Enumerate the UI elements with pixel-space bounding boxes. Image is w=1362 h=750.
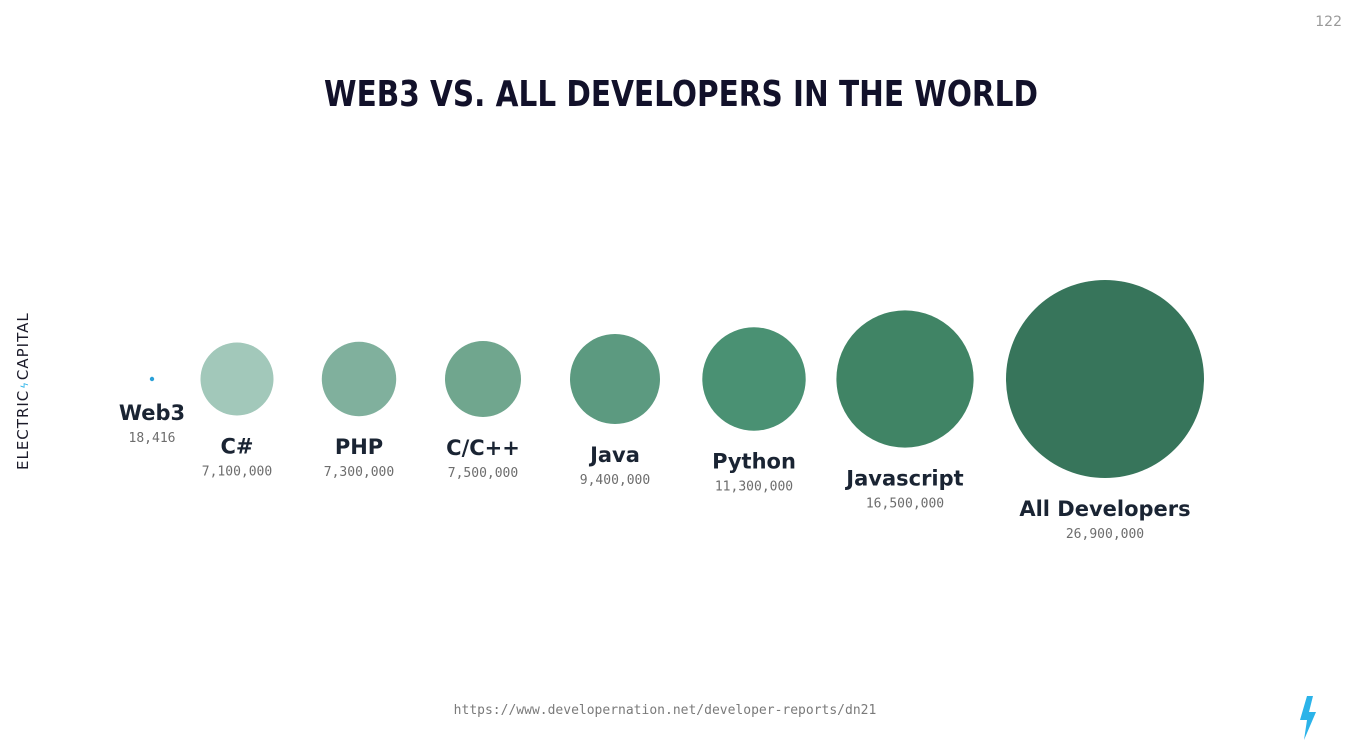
label-c: C# <box>220 434 253 458</box>
label-c-c: C/C++ <box>446 436 520 460</box>
value-c-c: 7,500,000 <box>448 466 518 481</box>
bubble-all-developers <box>1006 280 1204 478</box>
bubble-php <box>321 341 397 417</box>
bubble-java <box>570 334 660 424</box>
label-php: PHP <box>335 435 383 459</box>
source-url: https://www.developernation.net/develope… <box>453 703 877 718</box>
label-python: Python <box>712 450 796 474</box>
bubble-c-c <box>445 341 521 417</box>
lightning-bolt-icon <box>1300 696 1316 740</box>
chart-title: WEB3 VS. ALL DEVELOPERS IN THE WORLD <box>324 74 1038 115</box>
value-java: 9,400,000 <box>580 473 650 488</box>
label-java: Java <box>588 443 640 467</box>
label-web3: Web3 <box>119 401 185 425</box>
label-javascript: Javascript <box>844 467 963 491</box>
value-web3: 18,416 <box>129 431 176 446</box>
bubble-c <box>200 342 274 416</box>
value-all-developers: 26,900,000 <box>1066 527 1144 542</box>
value-python: 11,300,000 <box>715 480 793 495</box>
bubble-javascript <box>836 310 974 448</box>
value-c: 7,100,000 <box>202 464 272 479</box>
label-all-developers: All Developers <box>1019 497 1190 521</box>
value-javascript: 16,500,000 <box>866 497 944 512</box>
page-number: 122 <box>1315 14 1342 30</box>
bubble-python <box>702 327 806 431</box>
bubble-web3 <box>149 376 155 382</box>
value-php: 7,300,000 <box>324 465 394 480</box>
